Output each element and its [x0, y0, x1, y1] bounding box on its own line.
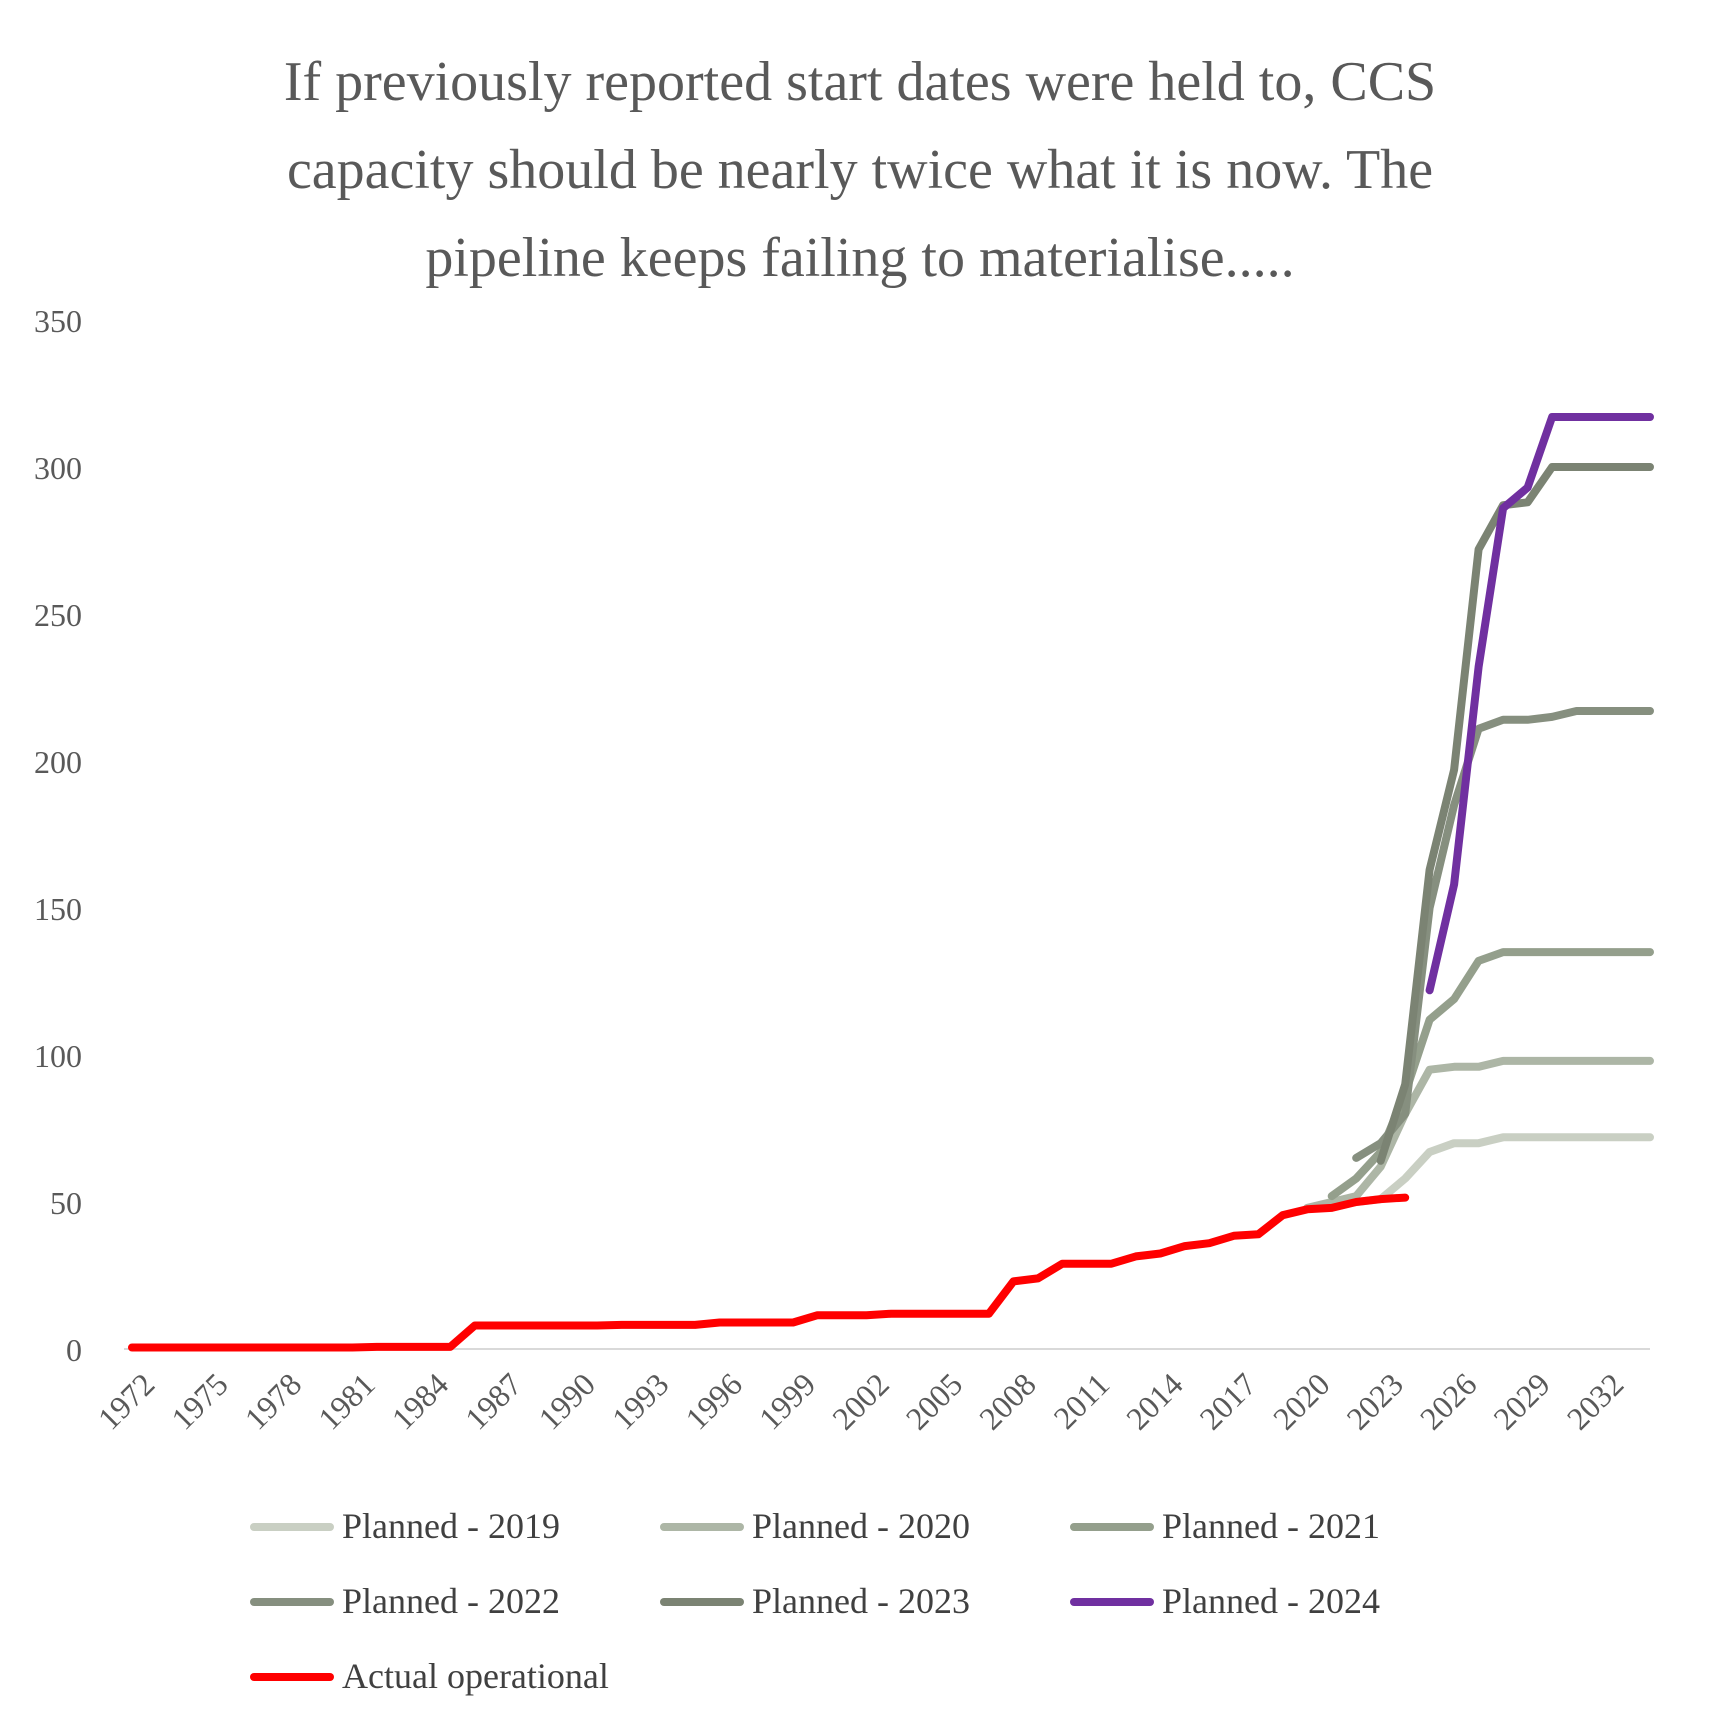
legend-label: Planned - 2024 [1162, 1581, 1380, 1621]
x-tick-label: 2005 [899, 1366, 970, 1437]
y-tick-label: 100 [34, 1038, 82, 1074]
y-axis-tick-labels: 0 50 100 150 200 250 300 350 [34, 303, 82, 1368]
x-tick-label: 2020 [1266, 1366, 1337, 1437]
chart-title-line: capacity should be nearly twice what it … [286, 139, 1434, 201]
legend-label: Planned - 2021 [1162, 1506, 1380, 1546]
series-line-planned-2024 [1425, 413, 1654, 995]
legend-swatch [250, 1523, 334, 1531]
legend-swatch [1070, 1523, 1154, 1531]
x-tick-label: 2026 [1413, 1366, 1484, 1437]
legend-label: Actual operational [342, 1656, 609, 1696]
x-tick-label: 2014 [1119, 1366, 1190, 1437]
x-tick-label: 1999 [752, 1366, 823, 1437]
x-tick-label: 1981 [311, 1366, 382, 1437]
x-tick-label: 2011 [1046, 1366, 1116, 1436]
x-tick-label: 1996 [678, 1366, 749, 1437]
series-line-planned-2020 [1303, 1056, 1654, 1212]
legend-label: Planned - 2019 [342, 1506, 560, 1546]
series-line-planned-2022 [1352, 707, 1654, 1162]
y-tick-label: 250 [34, 597, 82, 633]
series-line-planned-2023 [1376, 463, 1654, 1165]
y-tick-label: 0 [66, 1332, 82, 1368]
x-tick-label: 2029 [1486, 1366, 1557, 1437]
x-tick-label: 2008 [972, 1366, 1043, 1437]
legend-swatch [1070, 1598, 1154, 1606]
legend-label: Planned - 2020 [752, 1506, 970, 1546]
x-tick-label: 1978 [238, 1366, 309, 1437]
x-tick-label: 2032 [1560, 1366, 1631, 1437]
chart-title-line: If previously reported start dates were … [283, 51, 1437, 113]
x-tick-label: 1975 [164, 1366, 235, 1437]
x-tick-label: 1987 [458, 1366, 529, 1437]
x-tick-label: 1984 [384, 1366, 455, 1437]
x-tick-label: 2023 [1339, 1366, 1410, 1437]
series-line-actual-operational [128, 1193, 1410, 1352]
legend-label: Planned - 2022 [342, 1581, 560, 1621]
x-axis-tick-labels: 1972 1975 1978 1981 1984 1987 1990 1993 1996 1999… [91, 1366, 1631, 1437]
legend-swatch [660, 1523, 744, 1531]
chart-title-line: pipeline keeps failing to materialise...… [425, 227, 1295, 289]
legend-swatch [250, 1598, 334, 1606]
series-lines [128, 413, 1654, 1352]
chart-title: If previously reported start dates were … [130, 38, 1590, 302]
y-tick-label: 350 [34, 303, 82, 339]
x-tick-label: 1972 [91, 1366, 162, 1437]
y-tick-label: 200 [34, 744, 82, 780]
y-tick-label: 300 [34, 450, 82, 486]
x-tick-label: 1993 [605, 1366, 676, 1437]
x-tick-label: 2017 [1192, 1366, 1263, 1437]
legend-label: Planned - 2023 [752, 1581, 970, 1621]
legend-swatch [250, 1673, 334, 1681]
x-tick-label: 2002 [825, 1366, 896, 1437]
x-tick-label: 1990 [531, 1366, 602, 1437]
y-tick-label: 150 [34, 891, 82, 927]
y-tick-label: 50 [50, 1185, 82, 1221]
legend-swatch [660, 1598, 744, 1606]
